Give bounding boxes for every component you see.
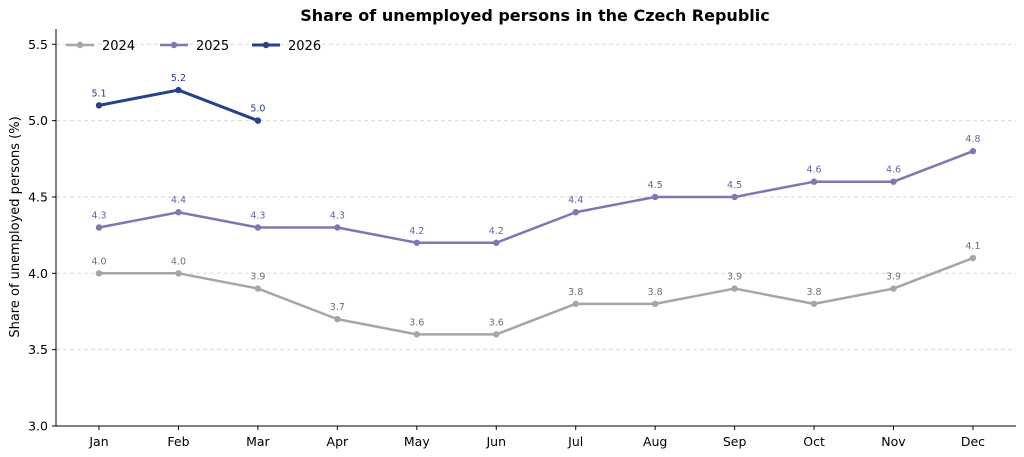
y-axis-label: Share of unemployed persons (%) [8, 116, 23, 337]
data-point [95, 102, 103, 109]
data-point [334, 315, 341, 323]
data-point [651, 193, 659, 201]
data-label: 3.8 [648, 287, 663, 298]
x-tick-label: Mar [246, 434, 270, 449]
legend-item-2026: 2026 [252, 39, 321, 54]
data-label: 4.2 [489, 226, 504, 237]
data-point [810, 300, 818, 308]
data-label: 4.6 [806, 165, 821, 176]
x-tick-label: Aug [643, 434, 667, 449]
data-point [493, 331, 500, 338]
data-label: 4.3 [91, 211, 106, 222]
data-label: 5.1 [91, 88, 106, 99]
data-label: 3.9 [886, 272, 901, 283]
data-label: 3.7 [330, 302, 345, 313]
data-point [969, 147, 977, 155]
data-label: 4.4 [568, 195, 583, 206]
series-line [97, 149, 975, 245]
data-label: 3.9 [727, 272, 742, 283]
x-tick-label: Jun [485, 434, 506, 449]
legend-label: 2026 [288, 39, 321, 54]
legend: 2024 2025 2026 [66, 39, 321, 54]
y-tick-label: 5.5 [28, 37, 48, 52]
data-point [95, 270, 103, 277]
data-label: 5.0 [250, 104, 265, 115]
x-tick-label: Oct [803, 434, 825, 449]
y-tick-label: 4.5 [28, 189, 48, 204]
data-point [810, 178, 818, 185]
data-point [572, 209, 579, 216]
x-tick-label: Jul [567, 434, 583, 449]
x-tick-label: Feb [167, 434, 189, 449]
x-tick-label: May [404, 434, 430, 449]
legend-item-2024: 2024 [66, 39, 135, 54]
data-labels: 4.0 4.0 3.9 3.7 3.6 3.6 3.8 3.8 3.9 3.8 3.9 4.1 4.3 4… [91, 73, 980, 328]
x-tick-label: Dec [961, 434, 985, 449]
y-tick-label: 3.0 [28, 419, 48, 434]
series-line [97, 88, 260, 123]
data-point [890, 285, 897, 292]
data-point [572, 300, 579, 308]
data-label: 4.5 [648, 180, 663, 191]
data-label: 3.6 [489, 317, 504, 328]
series-2026 [95, 86, 262, 124]
data-label: 4.1 [965, 241, 980, 252]
series-layer [95, 86, 977, 338]
data-label: 4.4 [171, 195, 186, 206]
data-point [95, 224, 103, 231]
data-point [890, 178, 897, 185]
data-label: 4.2 [409, 226, 424, 237]
x-tick-label: Jan [88, 434, 108, 449]
series-2024 [95, 254, 977, 338]
data-label: 3.6 [409, 317, 424, 328]
data-label: 4.8 [965, 134, 980, 145]
axes: 3.0 3.5 4.0 4.5 5.0 5.5 Jan Feb Mar Apr May Jun Jul A… [28, 29, 1016, 449]
y-tick-label: 4.0 [28, 266, 48, 281]
x-tick-label: Sep [723, 434, 747, 449]
data-label: 4.0 [91, 256, 106, 267]
data-label: 3.9 [250, 272, 265, 283]
data-point [175, 270, 182, 277]
data-label: 4.5 [727, 180, 742, 191]
data-point [254, 285, 262, 292]
data-point [175, 86, 182, 94]
legend-marker [262, 41, 270, 49]
legend-marker [170, 41, 178, 49]
legend-item-2025: 2025 [160, 39, 229, 54]
x-tick-label: Nov [881, 434, 906, 449]
series-2025 [95, 147, 977, 246]
data-label: 4.3 [250, 211, 265, 222]
data-point [254, 224, 262, 231]
data-point [413, 331, 420, 338]
x-tick-label: Apr [327, 434, 349, 449]
legend-label: 2025 [196, 39, 229, 54]
data-label: 4.0 [171, 256, 186, 267]
data-label: 5.2 [171, 73, 186, 84]
data-point [651, 300, 659, 308]
data-label: 4.6 [886, 165, 901, 176]
data-point [413, 239, 420, 246]
data-point [175, 209, 182, 216]
y-tick-label: 3.5 [28, 342, 48, 357]
chart-title: Share of unemployed persons in the Czech… [300, 6, 769, 25]
y-tick-label: 5.0 [28, 113, 48, 128]
legend-label: 2024 [102, 39, 135, 54]
grid [56, 43, 1016, 351]
data-label: 4.3 [330, 211, 345, 222]
data-point [493, 239, 500, 246]
data-label: 3.8 [568, 287, 583, 298]
data-point [731, 193, 738, 201]
data-label: 3.8 [806, 287, 821, 298]
data-point [969, 254, 977, 262]
series-line [97, 256, 975, 336]
data-point [731, 285, 738, 292]
legend-marker [76, 41, 84, 49]
data-point [334, 224, 341, 231]
data-point [254, 117, 262, 124]
